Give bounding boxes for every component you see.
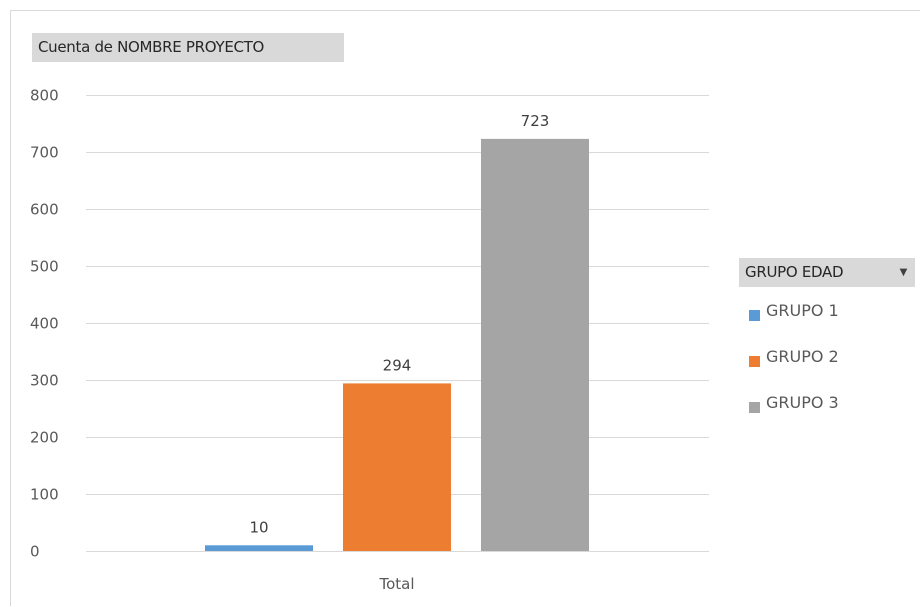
data-label: 294 [383, 356, 412, 374]
y-tick-label: 500 [30, 258, 59, 276]
legend-title: GRUPO EDAD [745, 263, 844, 281]
dropdown-arrow-icon[interactable]: ▼ [899, 267, 908, 278]
value-field-button[interactable]: Cuenta de NOMBRE PROYECTO [32, 33, 344, 62]
legend-label: GRUPO 2 [766, 347, 839, 366]
legend-label: GRUPO 3 [766, 393, 839, 412]
y-tick-label: 100 [30, 486, 59, 504]
y-tick-label: 0 [30, 543, 40, 561]
y-tick-label: 400 [30, 315, 59, 333]
y-tick-label: 700 [30, 144, 59, 162]
data-label: 10 [249, 518, 268, 536]
y-tick-label: 200 [30, 429, 59, 447]
bar-grupo-2 [343, 383, 451, 551]
legend-swatch [749, 310, 760, 321]
x-tick-label: Total [378, 575, 414, 593]
y-tick-label: 600 [30, 201, 59, 219]
chart-title: Cuenta de NOMBRE PROYECTO [38, 38, 265, 56]
chart-frame [10, 10, 920, 606]
bar-grupo-1 [205, 545, 313, 551]
legend-label: GRUPO 1 [766, 301, 839, 320]
legend-swatch [749, 402, 760, 413]
legend-field-button[interactable]: GRUPO EDAD ▼ [739, 258, 915, 287]
y-tick-label: 800 [30, 87, 59, 105]
legend-swatch [749, 356, 760, 367]
data-label: 723 [521, 112, 550, 130]
y-tick-label: 300 [30, 372, 59, 390]
bar-grupo-3 [481, 138, 589, 551]
